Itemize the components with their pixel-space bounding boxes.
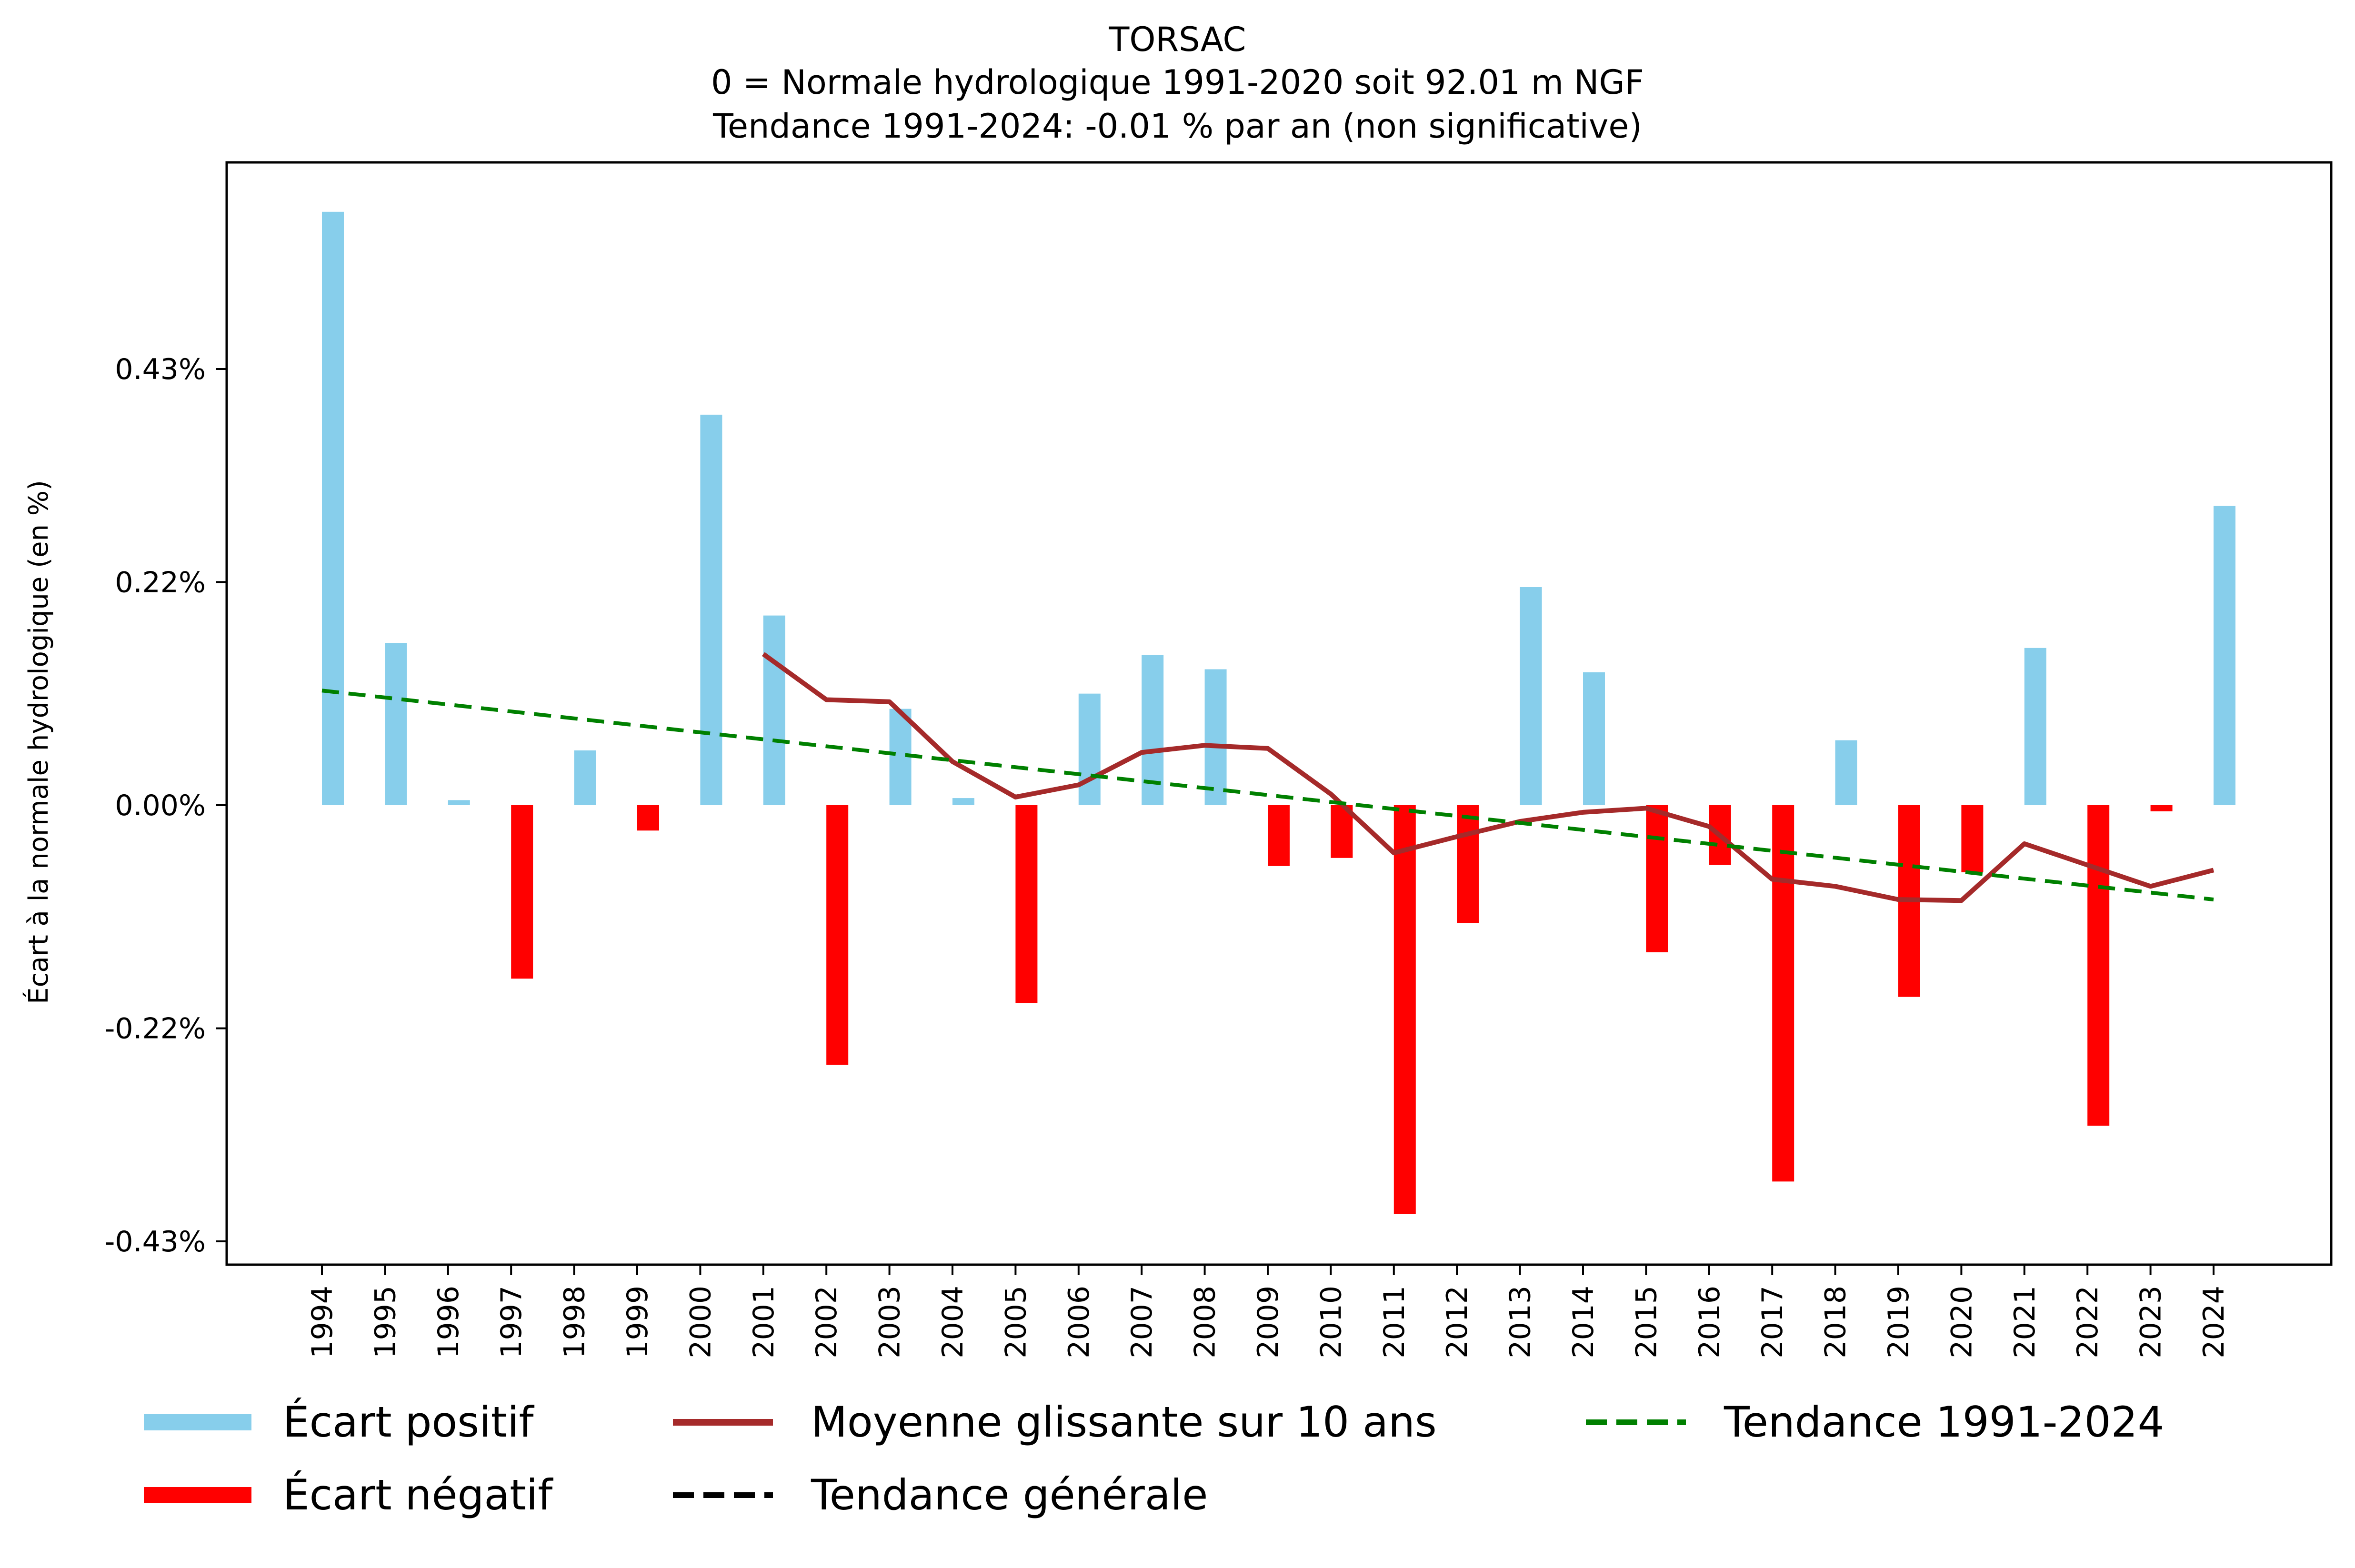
trend-line-1991-2024 bbox=[321, 689, 2214, 902]
legend-label-moving-average: Moyenne glissante sur 10 ans bbox=[811, 1398, 1437, 1447]
bar-2002 bbox=[826, 805, 849, 1065]
bar-1999 bbox=[637, 805, 659, 831]
bar-2000 bbox=[700, 414, 722, 805]
legend-label-trend-1991-2024: Tendance 1991-2024 bbox=[1724, 1398, 2165, 1447]
x-tick-label-2001: 2001 bbox=[747, 1286, 781, 1358]
legend-item-trend-1991-2024: Tendance 1991-2024 bbox=[1586, 1398, 2164, 1447]
x-tick-label-2008: 2008 bbox=[1189, 1286, 1222, 1358]
y-tick-label: 0.22% bbox=[115, 566, 206, 599]
bar-2013 bbox=[1520, 587, 1542, 805]
bar-1998 bbox=[574, 750, 596, 805]
x-tick-label-2024: 2024 bbox=[2197, 1286, 2231, 1358]
legend-item-general-trend: Tendance générale bbox=[673, 1470, 1208, 1519]
y-tick-label: 0.43% bbox=[115, 353, 206, 386]
x-tick-label-2022: 2022 bbox=[2071, 1286, 2104, 1358]
x-tick-label-2023: 2023 bbox=[2135, 1286, 2168, 1358]
x-tick-label-2018: 2018 bbox=[1819, 1286, 1853, 1358]
y-tick-label: -0.43% bbox=[105, 1225, 206, 1258]
bar-1997 bbox=[511, 805, 533, 979]
legend-label-positive: Écart positif bbox=[283, 1398, 534, 1447]
bar-2021 bbox=[2024, 648, 2046, 805]
x-tick-label-2013: 2013 bbox=[1504, 1286, 1537, 1358]
legend-item-negative: Écart négatif bbox=[144, 1470, 552, 1519]
legend-label-negative: Écart négatif bbox=[283, 1470, 553, 1519]
bar-2023 bbox=[2150, 805, 2173, 811]
bar-2011 bbox=[1393, 805, 1416, 1214]
x-tick-label-2009: 2009 bbox=[1252, 1286, 1285, 1358]
x-tick-label-2015: 2015 bbox=[1630, 1286, 1663, 1358]
bar-2008 bbox=[1204, 669, 1227, 805]
x-tick-label-2005: 2005 bbox=[999, 1286, 1032, 1358]
y-tick-label: -0.22% bbox=[105, 1012, 206, 1046]
y-axis: 0.43% 0.22% 0.00% -0.22% -0.43% bbox=[105, 353, 227, 1258]
x-tick-label-2000: 2000 bbox=[684, 1286, 717, 1358]
legend-label-general-trend: Tendance générale bbox=[811, 1470, 1208, 1519]
x-tick-label-1996: 1996 bbox=[432, 1286, 465, 1358]
x-axis: 1994 1995 1996 1997 1998 1999 2000 2001 2002 2003… bbox=[306, 1265, 2231, 1358]
x-tick-label-2002: 2002 bbox=[810, 1286, 843, 1358]
bars-group bbox=[322, 211, 2235, 1214]
bar-2006 bbox=[1078, 693, 1101, 805]
y-axis-label: Écart à la normale hydrologique (en %) bbox=[23, 480, 54, 1004]
bar-2024 bbox=[2214, 506, 2235, 805]
x-tick-label-2014: 2014 bbox=[1567, 1286, 1600, 1358]
chart-subtitle-normal: 0 = Normale hydrologique 1991-2020 soit … bbox=[711, 63, 1644, 102]
bar-2009 bbox=[1268, 805, 1290, 866]
x-tick-label-1995: 1995 bbox=[369, 1286, 402, 1358]
x-tick-label-2006: 2006 bbox=[1062, 1286, 1096, 1358]
legend-swatch-general-trend bbox=[673, 1492, 773, 1498]
legend-swatch-moving-average bbox=[673, 1418, 773, 1426]
x-tick-label-2019: 2019 bbox=[1882, 1286, 1915, 1358]
bar-2012 bbox=[1457, 805, 1479, 923]
y-tick-label: 0.00% bbox=[115, 789, 206, 822]
legend-swatch-negative bbox=[144, 1487, 251, 1503]
x-tick-label-1999: 1999 bbox=[621, 1286, 654, 1358]
bar-2020 bbox=[1961, 805, 1984, 872]
chart-title: TORSAC bbox=[1109, 20, 1246, 59]
x-tick-label-2012: 2012 bbox=[1441, 1286, 1474, 1358]
bar-1995 bbox=[385, 643, 407, 805]
x-tick-label-2017: 2017 bbox=[1756, 1286, 1789, 1358]
chart-subtitle-trend: Tendance 1991-2024: -0.01 % par an (non … bbox=[713, 107, 1642, 146]
lines-group bbox=[321, 652, 2215, 903]
x-tick-label-2004: 2004 bbox=[936, 1286, 970, 1358]
bar-2004 bbox=[952, 798, 974, 805]
x-tick-label-2003: 2003 bbox=[873, 1286, 907, 1358]
plot-frame bbox=[225, 161, 2333, 1266]
x-tick-label-2020: 2020 bbox=[1945, 1286, 1978, 1358]
x-tick-label-2007: 2007 bbox=[1125, 1286, 1159, 1358]
x-tick-label-2016: 2016 bbox=[1693, 1286, 1726, 1358]
bar-1996 bbox=[448, 800, 470, 805]
bar-2018 bbox=[1835, 740, 1857, 805]
bar-2001 bbox=[763, 615, 785, 805]
bar-2005 bbox=[1015, 805, 1038, 1003]
legend-swatch-positive bbox=[144, 1414, 251, 1430]
x-tick-label-2011: 2011 bbox=[1378, 1286, 1411, 1358]
bar-2015 bbox=[1646, 805, 1668, 952]
x-tick-label-1997: 1997 bbox=[495, 1286, 528, 1358]
x-tick-label-2010: 2010 bbox=[1314, 1286, 1348, 1358]
legend-item-positive: Écart positif bbox=[144, 1398, 534, 1447]
bar-2017 bbox=[1772, 805, 1794, 1182]
moving-average-line bbox=[762, 652, 2215, 903]
bar-2022 bbox=[2087, 805, 2110, 1126]
bar-1994 bbox=[322, 211, 344, 805]
legend-item-moving-average: Moyenne glissante sur 10 ans bbox=[673, 1398, 1437, 1447]
x-tick-label-1998: 1998 bbox=[558, 1286, 591, 1358]
x-tick-label-2021: 2021 bbox=[2008, 1286, 2042, 1358]
legend-swatch-trend-1991-2024 bbox=[1586, 1419, 1686, 1425]
bar-2014 bbox=[1583, 672, 1605, 805]
x-tick-label-1994: 1994 bbox=[306, 1286, 339, 1358]
